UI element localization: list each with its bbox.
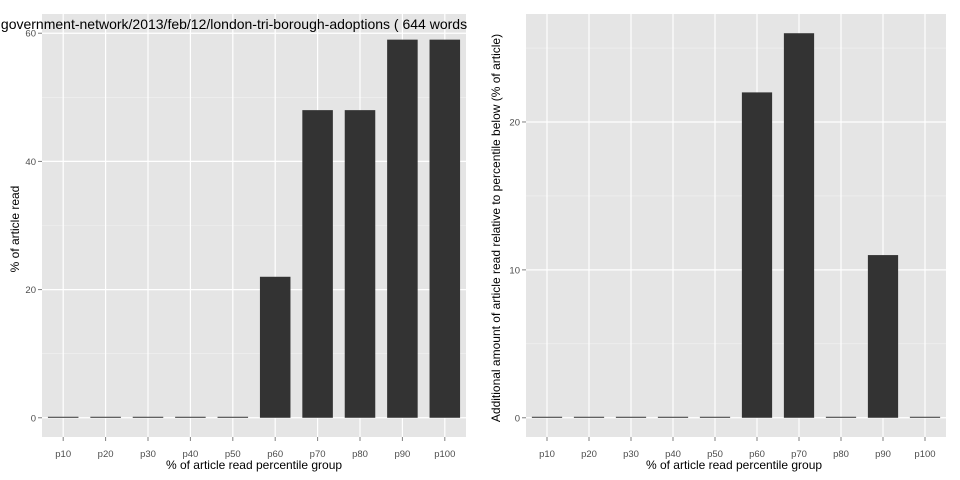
- left-chart-title: government-network/2013/feb/12/london-tr…: [1, 16, 467, 32]
- bar-p60: [259, 276, 291, 418]
- right-chart: 0 10 20 p10 p20 p30 p40 p50 p60 p70 p80 p90 p100 % …: [489, 14, 946, 472]
- bar-p10: [531, 416, 563, 418]
- x-tick-label: p90: [394, 449, 410, 460]
- y-tick-label: 20: [509, 117, 520, 128]
- bar-p80: [825, 416, 857, 418]
- bar-p40: [175, 416, 206, 418]
- x-tick-label: p60: [267, 449, 283, 460]
- left-x-ticks: p10 p20 p30 p40 p50 p60 p70 p80 p90 p100: [55, 437, 455, 460]
- x-tick-label: p20: [98, 449, 114, 460]
- x-tick-label: p100: [434, 449, 455, 460]
- right-y-axis-title: Additional amount of article read relati…: [489, 34, 503, 422]
- left-y-ticks: 0 20 40 60: [25, 29, 42, 424]
- right-x-ticks: p10 p20 p30 p40 p50 p60 p70 p80 p90 p100: [539, 437, 936, 460]
- bar-p20: [90, 416, 121, 418]
- bar-p100: [429, 39, 461, 418]
- x-tick-label: p100: [914, 449, 935, 460]
- x-tick-label: p30: [623, 449, 639, 460]
- bar-p20: [573, 416, 605, 418]
- x-tick-label: p40: [665, 449, 681, 460]
- bar-p50: [699, 416, 731, 418]
- right-y-ticks: 0 10 20: [509, 117, 526, 424]
- y-tick-label: 0: [515, 413, 520, 424]
- x-tick-label: p80: [352, 449, 368, 460]
- bar-p10: [47, 416, 79, 418]
- x-tick-label: p50: [225, 449, 241, 460]
- bar-p30: [132, 416, 164, 418]
- right-x-axis-title: % of article read percentile group: [646, 458, 822, 472]
- x-tick-label: p60: [749, 449, 765, 460]
- y-tick-label: 0: [31, 413, 36, 424]
- bar-p30: [615, 416, 647, 418]
- right-bars: [531, 33, 941, 418]
- x-tick-label: p70: [791, 449, 807, 460]
- bar-p40: [657, 416, 689, 418]
- y-tick-label: 40: [25, 157, 36, 168]
- x-tick-label: p30: [140, 449, 156, 460]
- y-tick-label: 10: [509, 265, 520, 276]
- y-tick-label: 60: [25, 29, 36, 40]
- left-y-axis-title: % of article read: [8, 186, 22, 273]
- y-tick-label: 20: [25, 285, 36, 296]
- x-tick-label: p50: [707, 449, 723, 460]
- bar-p60: [741, 92, 773, 418]
- bar-p70: [302, 110, 333, 418]
- x-tick-label: p90: [875, 449, 891, 460]
- bar-p50: [217, 416, 249, 418]
- bar-p90: [867, 255, 899, 418]
- bar-p70: [783, 33, 815, 418]
- x-tick-label: p40: [182, 449, 198, 460]
- bar-p90: [387, 39, 418, 418]
- x-tick-label: p80: [833, 449, 849, 460]
- bar-p100: [909, 416, 941, 418]
- x-tick-label: p10: [539, 449, 555, 460]
- left-x-axis-title: % of article read percentile group: [166, 458, 342, 472]
- bar-p80: [344, 110, 376, 418]
- x-tick-label: p70: [310, 449, 326, 460]
- x-tick-label: p20: [581, 449, 597, 460]
- left-bars: [47, 39, 461, 418]
- x-tick-label: p10: [55, 449, 71, 460]
